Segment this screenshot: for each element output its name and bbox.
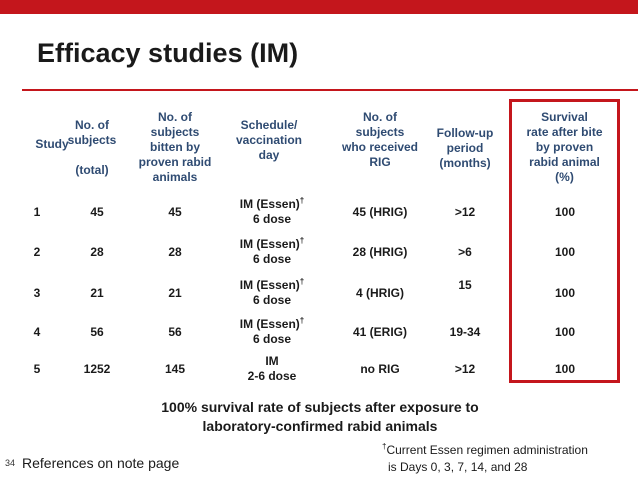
summary-line2: laboratory-confirmed rabid animals: [202, 418, 438, 434]
schedule-line2: 6 dose: [252, 252, 291, 266]
cell-total: 1252: [83, 362, 111, 376]
cell-total: 21: [90, 286, 104, 300]
header-subjects-line2: subjects: [67, 133, 117, 147]
header-rig-line3: who received: [341, 140, 419, 154]
survival-column-highlight: [509, 99, 620, 383]
header-bitten-line4: proven rabid: [138, 155, 212, 169]
cell-total: 45: [90, 205, 104, 219]
footnote-marker: †: [299, 277, 305, 286]
header-rig: No. of subjects who received RIG: [328, 110, 432, 170]
cell-bitten: 28: [168, 245, 182, 259]
schedule-line2: 6 dose: [252, 212, 291, 226]
cell-schedule: IM 2-6 dose: [222, 354, 322, 384]
title-divider: [22, 89, 638, 91]
header-subjects-line1: No. of: [75, 118, 109, 132]
cell-followup: >6: [458, 245, 472, 259]
header-bitten-line3: bitten by: [150, 140, 200, 154]
header-followup-line1: Follow-up: [436, 126, 494, 140]
header-study: Study: [35, 137, 69, 151]
summary-statement: 100% survival rate of subjects after exp…: [100, 398, 540, 436]
page-number: 34: [5, 458, 16, 468]
header-survival-line4: rabid animal: [529, 155, 600, 169]
cell-total: 28: [90, 245, 104, 259]
header-schedule-line1: Schedule/: [240, 118, 298, 132]
header-followup: Follow-up period (months): [425, 126, 505, 171]
header-followup-line2: period: [446, 141, 484, 155]
cell-survival: 100: [554, 286, 576, 300]
references-note: References on note page: [22, 455, 180, 471]
header-schedule-line3: day: [258, 148, 280, 162]
header-survival-line3: by proven: [535, 140, 594, 154]
cell-study: 4: [33, 325, 41, 339]
schedule-line1: IM: [265, 354, 279, 368]
cell-schedule: IM (Essen)† 6 dose: [222, 197, 322, 227]
cell-bitten: 45: [168, 205, 182, 219]
footnote-marker: †: [299, 196, 305, 205]
schedule-line1: IM (Essen): [239, 197, 300, 211]
footnote-line1: Current Essen regimen administration: [386, 443, 588, 457]
cell-bitten: 21: [168, 286, 182, 300]
cell-followup: >12: [454, 362, 476, 376]
cell-schedule: IM (Essen)† 6 dose: [222, 278, 322, 308]
cell-study: 3: [33, 286, 41, 300]
header-followup-line3: (months): [439, 156, 491, 170]
header-rig-line1: No. of: [363, 110, 397, 124]
schedule-line1: IM (Essen): [239, 278, 300, 292]
cell-schedule: IM (Essen)† 6 dose: [222, 237, 322, 267]
header-survival: Survival rate after bite by proven rabid…: [512, 110, 617, 185]
header-bitten-line2: subjects: [150, 125, 200, 139]
schedule-line1: IM (Essen): [239, 237, 300, 251]
footnote-line2: is Days 0, 3, 7, 14, and 28: [388, 460, 528, 474]
header-schedule: Schedule/ vaccination day: [228, 118, 310, 163]
cell-bitten: 56: [168, 325, 182, 339]
header-rig-line4: RIG: [369, 155, 391, 169]
cell-study: 5: [33, 362, 41, 376]
header-bitten-line1: No. of: [158, 110, 192, 124]
cell-study: 2: [33, 245, 41, 259]
schedule-line2: 6 dose: [252, 332, 291, 346]
schedule-line2: 6 dose: [252, 293, 291, 307]
header-subjects-bitten: No. of subjects bitten by proven rabid a…: [130, 110, 220, 185]
cell-survival: 100: [554, 205, 576, 219]
cell-schedule: IM (Essen)† 6 dose: [222, 317, 322, 347]
header-subjects-line3: (total): [75, 163, 109, 177]
header-subjects-total: No. of subjects (total): [63, 118, 121, 178]
footnote-marker: †: [299, 316, 305, 325]
cell-study: 1: [33, 205, 41, 219]
cell-survival: 100: [554, 325, 576, 339]
header-survival-line1: Survival: [541, 110, 588, 124]
header-rig-line2: subjects: [355, 125, 405, 139]
cell-rig: 28 (HRIG): [352, 245, 408, 259]
slide-title: Efficacy studies (IM): [37, 38, 299, 68]
cell-rig: no RIG: [360, 362, 400, 376]
cell-survival: 100: [554, 245, 576, 259]
footnote: †Current Essen regimen administration is…: [382, 442, 588, 476]
cell-bitten: 145: [164, 362, 186, 376]
cell-rig: 41 (ERIG): [352, 325, 407, 339]
cell-followup: 19-34: [449, 325, 481, 339]
cell-followup: >12: [454, 205, 476, 219]
footnote-marker: †: [299, 236, 305, 245]
summary-line1: 100% survival rate of subjects after exp…: [161, 399, 479, 415]
footnote-dagger: †: [382, 442, 387, 451]
header-survival-line2: rate after bite: [526, 125, 603, 139]
header-bitten-line5: animals: [152, 170, 198, 184]
top-accent-bar: [0, 0, 638, 14]
cell-followup: 15: [458, 278, 472, 292]
cell-total: 56: [90, 325, 104, 339]
cell-rig: 4 (HRIG): [356, 286, 404, 300]
header-survival-line5: (%): [555, 170, 574, 184]
cell-rig: 45 (HRIG): [352, 205, 408, 219]
header-schedule-line2: vaccination: [235, 133, 303, 147]
cell-survival: 100: [554, 362, 576, 376]
schedule-line2: 2-6 dose: [247, 369, 297, 383]
schedule-line1: IM (Essen): [239, 317, 300, 331]
